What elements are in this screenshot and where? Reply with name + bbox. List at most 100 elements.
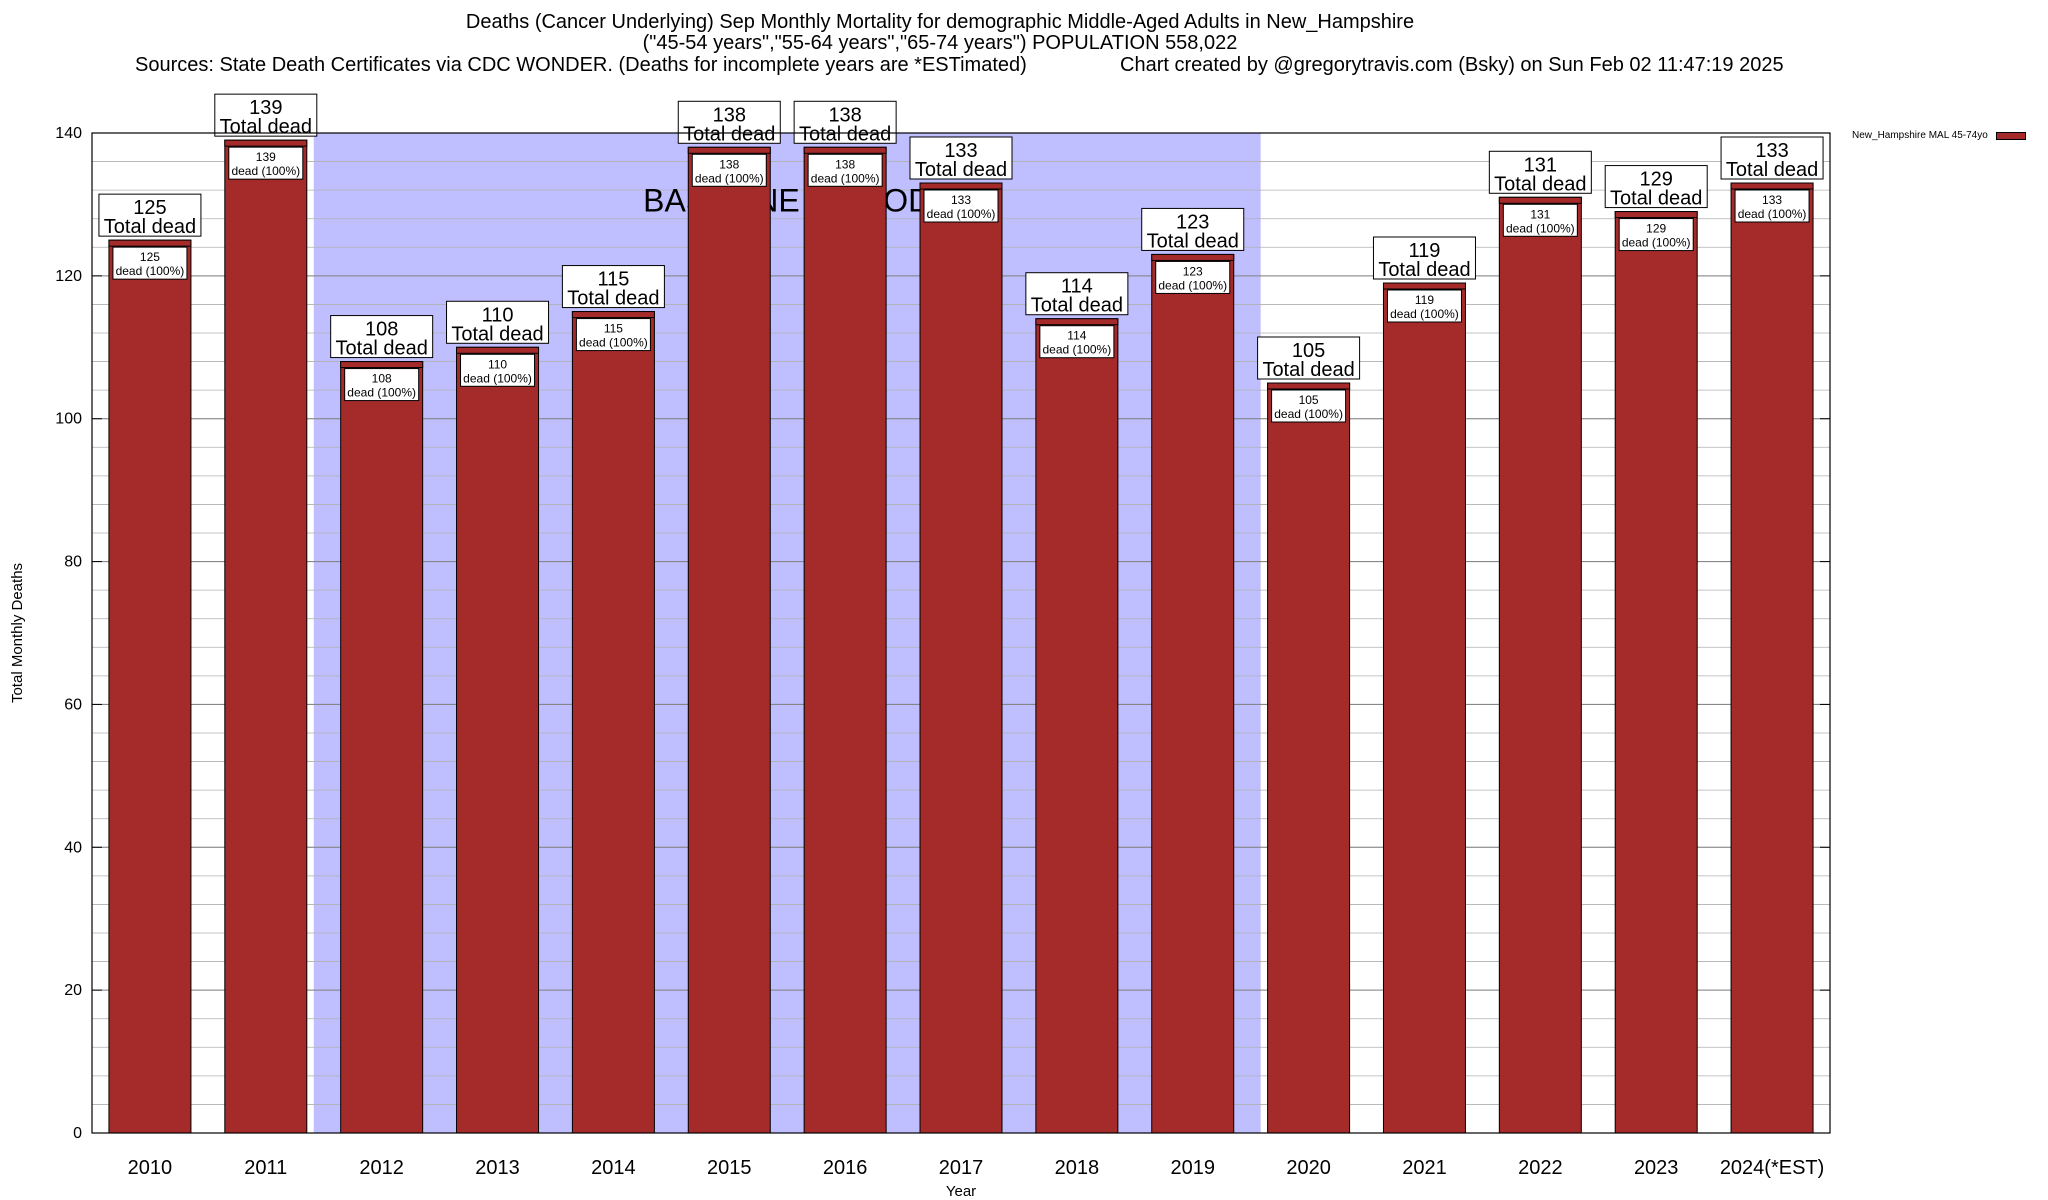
bar-inner-value: 123 xyxy=(1183,264,1203,278)
x-tick-label: 2021 xyxy=(1402,1157,1447,1179)
bar-top-label-box xyxy=(561,265,665,309)
bar-cap xyxy=(1382,282,1466,290)
bar-top-label: Total dead xyxy=(104,216,196,238)
bar-top-label: Total dead xyxy=(1378,259,1470,281)
y-tick-label: 40 xyxy=(64,839,82,856)
bar-inner-label-box xyxy=(112,246,188,280)
x-tick-label: 2022 xyxy=(1518,1157,1563,1179)
x-tick-label: 2019 xyxy=(1170,1157,1215,1179)
x-axis-label: Year xyxy=(946,1183,976,1200)
y-tick-label: 120 xyxy=(55,268,82,285)
x-tick-label: 2017 xyxy=(939,1157,984,1179)
bar-top-label: Total dead xyxy=(1262,359,1354,381)
bar-top-value: 108 xyxy=(365,319,398,341)
bar-top-value: 138 xyxy=(828,104,861,126)
legend-swatch xyxy=(1995,131,2026,140)
x-tick-label: 2020 xyxy=(1286,1157,1331,1179)
bar-cap xyxy=(803,146,887,154)
bar-inner-value: 108 xyxy=(372,372,392,386)
bar-inner-label: dead (100%) xyxy=(231,164,300,178)
bar-inner-label: dead (100%) xyxy=(1738,207,1807,221)
bar xyxy=(224,139,308,1134)
bar-top-label: Total dead xyxy=(683,123,775,145)
bar-top-label: Total dead xyxy=(915,159,1007,181)
bar-top-label: Total dead xyxy=(799,123,891,145)
bar xyxy=(1498,196,1582,1134)
bar xyxy=(1035,318,1119,1134)
bar-inner-label: dead (100%) xyxy=(1390,307,1459,321)
bar-cap xyxy=(224,139,308,147)
bar xyxy=(1382,282,1466,1134)
bar-top-value: 105 xyxy=(1292,340,1325,362)
bar xyxy=(108,239,192,1134)
bar-inner-label: dead (100%) xyxy=(1158,278,1227,292)
bar-top-label-box xyxy=(1372,236,1476,280)
bar xyxy=(1151,253,1235,1134)
bar-top-label-box xyxy=(446,300,550,344)
chart-subtitle: ("45-54 years","55-64 years","65-74 year… xyxy=(642,32,1238,54)
bar xyxy=(687,146,771,1134)
bar-inner-value: 114 xyxy=(1067,329,1086,343)
bar-inner-label-box xyxy=(923,189,999,223)
bar-top-label-box xyxy=(330,315,434,359)
bar-inner-value: 133 xyxy=(951,193,971,207)
bar-top-label: Total dead xyxy=(336,338,428,360)
bar-cap xyxy=(456,346,540,354)
y-tick-label: 60 xyxy=(64,696,82,713)
bar-cap xyxy=(1267,382,1351,390)
bar-top-value: 131 xyxy=(1524,154,1557,176)
bar-inner-label-box xyxy=(344,368,420,402)
x-tick-label: 2012 xyxy=(359,1157,404,1179)
chart-credit: Chart created by @gregorytravis.com (Bsk… xyxy=(1120,54,1784,76)
bar-inner-label-box xyxy=(1271,389,1347,423)
bar-top-label-box xyxy=(1141,207,1245,251)
bar-inner-label-box xyxy=(1734,189,1810,223)
bar-cap xyxy=(1151,253,1235,261)
legend: New_Hampshire MAL 45-74yo xyxy=(1852,130,2026,141)
bar xyxy=(571,311,655,1134)
y-tick-label: 20 xyxy=(64,982,82,999)
bar-inner-label-box xyxy=(1618,218,1694,252)
bar-inner-label: dead (100%) xyxy=(1622,236,1691,250)
bar-top-value: 110 xyxy=(482,304,514,326)
bar-cap xyxy=(108,239,192,247)
plot-frame xyxy=(91,132,1831,1134)
bar-inner-value: 138 xyxy=(835,157,855,171)
bar-top-label-box xyxy=(1604,165,1708,209)
y-tick-label: 0 xyxy=(73,1125,82,1142)
bar-top-value: 133 xyxy=(944,140,977,162)
bar-inner-label-box xyxy=(575,318,651,352)
bar-inner-label: dead (100%) xyxy=(695,171,764,185)
x-tick-label: 2010 xyxy=(128,1157,173,1179)
bar-top-label: Total dead xyxy=(1610,188,1702,210)
bar-inner-value: 133 xyxy=(1762,193,1782,207)
bar-inner-label-box xyxy=(1502,203,1578,237)
bar-top-label: Total dead xyxy=(451,323,543,345)
y-tick-label: 80 xyxy=(64,554,82,571)
bar-inner-label: dead (100%) xyxy=(1043,343,1112,357)
bar-top-label: Total dead xyxy=(1147,230,1239,252)
bar-inner-label-box xyxy=(691,153,767,187)
bar-inner-value: 105 xyxy=(1299,393,1319,407)
bar-top-label-box xyxy=(98,193,202,237)
bar-cap xyxy=(919,182,1003,190)
bar-top-label-box xyxy=(793,100,897,144)
bar-top-label: Total dead xyxy=(1726,159,1818,181)
bar-inner-value: 115 xyxy=(604,322,623,336)
bar-inner-label: dead (100%) xyxy=(347,386,416,400)
x-tick-label: 2013 xyxy=(475,1157,520,1179)
x-tick-label: 2018 xyxy=(1055,1157,1100,1179)
bar xyxy=(1730,182,1814,1134)
bar xyxy=(803,146,887,1134)
bar xyxy=(919,182,1003,1134)
bar-inner-label: dead (100%) xyxy=(116,264,185,278)
legend-label: New_Hampshire MAL 45-74yo xyxy=(1852,130,1988,141)
bar-top-value: 115 xyxy=(597,269,629,291)
bar-inner-label-box xyxy=(1039,325,1115,359)
bar-cap xyxy=(687,146,771,154)
bar-cap xyxy=(340,361,424,369)
bar xyxy=(340,361,424,1134)
bar-top-value: 138 xyxy=(713,104,746,126)
bar-top-label-box xyxy=(1720,136,1824,180)
bar-inner-value: 131 xyxy=(1530,207,1550,221)
